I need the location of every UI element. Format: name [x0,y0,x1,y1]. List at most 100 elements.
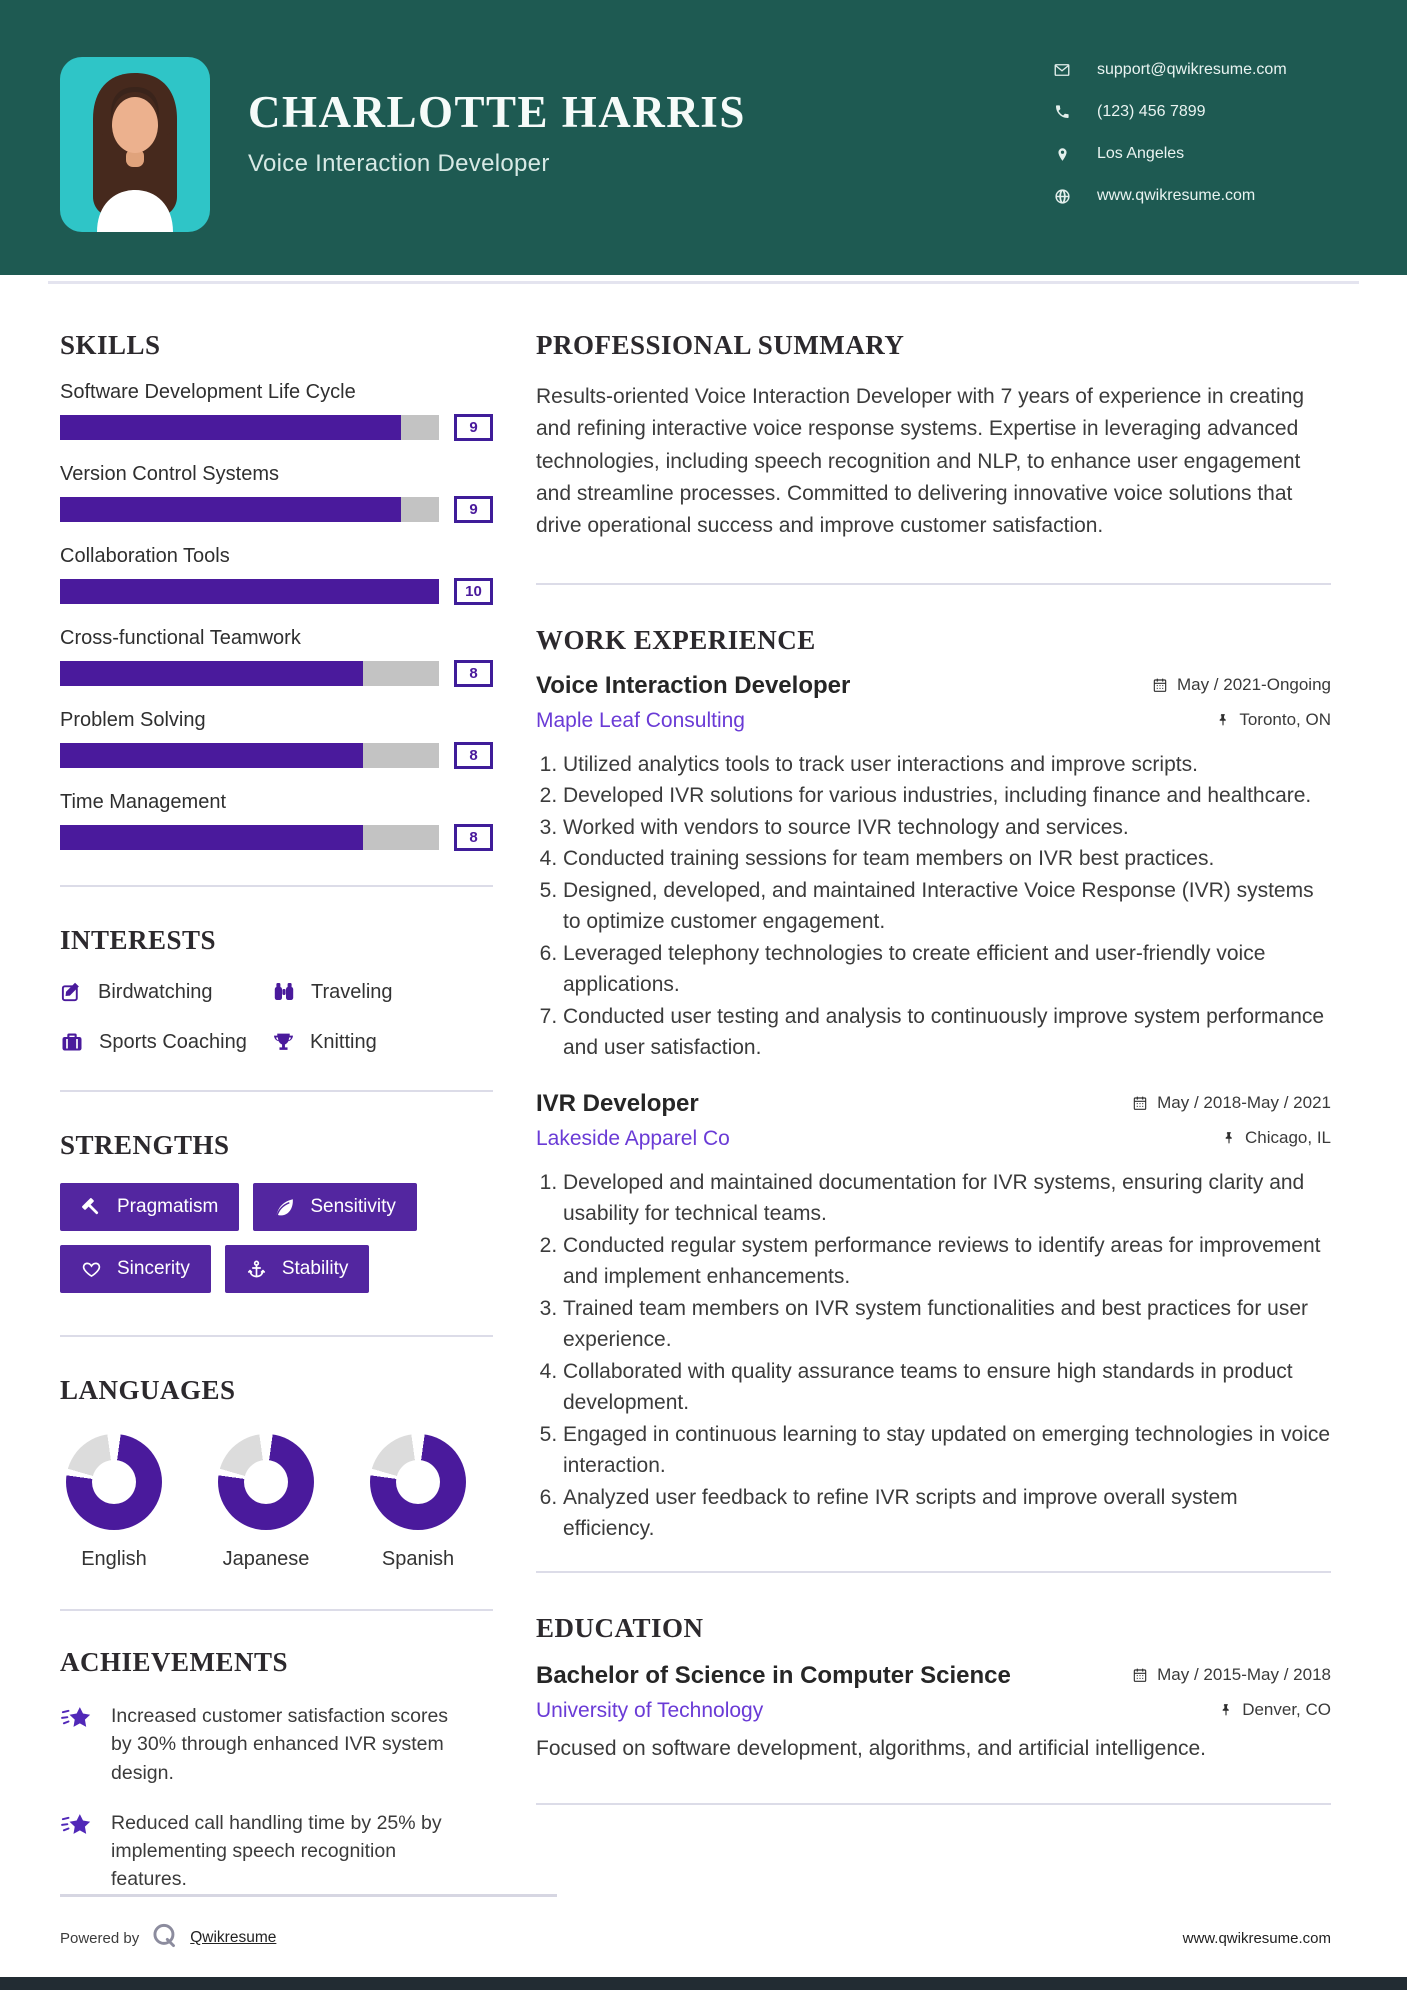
skill-bar-fill [60,661,364,686]
education-location: Denver, CO [1219,1700,1331,1720]
skills-heading: SKILLS [60,330,161,360]
school-link[interactable]: University of Technology [536,1698,764,1722]
profile-photo [60,57,210,232]
section-divider [536,1570,1331,1573]
job-bullet: Designed, developed, and maintained Inte… [563,875,1331,938]
skill-bar-fill [60,825,364,850]
strengths-section: STRENGTHS Pragmatism Sensitivity [60,1130,493,1337]
company-link[interactable]: Maple Leaf Consulting [536,708,745,732]
summary-text: Results-oriented Voice Interaction Devel… [536,385,1305,538]
right-column: PROFESSIONAL SUMMARY Results-oriented Vo… [536,284,1331,1916]
section-divider [536,1802,1331,1805]
globe-icon [1053,188,1071,205]
job-dates: May / 2021-Ongoing [1152,675,1331,695]
language-label: Japanese [222,1548,310,1570]
strength-label: Sincerity [117,1258,190,1279]
achievement-item: Reduced call handling time by 25% by imp… [60,1809,493,1894]
calendar-icon [1152,677,1168,693]
skill-label: Cross-functional Teamwork [60,627,301,649]
job-bullet: Collaborated with quality assurance team… [563,1356,1331,1419]
interest-item: Sports Coaching [60,1030,272,1054]
content-columns: SKILLS Software Development Life Cycle 9… [0,284,1407,1916]
job-location: Toronto, ON [1216,710,1331,730]
skill-bar-track [60,497,439,522]
skill-row: Time Management 8 [60,791,493,851]
skill-bar-track [60,415,439,440]
section-divider [60,885,493,887]
language-label: English [81,1548,147,1570]
strength-label: Pragmatism [117,1196,219,1217]
contact-website[interactable]: www.qwikresume.com [1053,184,1287,208]
interest-label: Traveling [311,980,393,1003]
language-item: Spanish [364,1434,472,1571]
interest-label: Knitting [310,1030,377,1053]
strength-chip: Pragmatism [60,1183,240,1231]
skill-bar-track [60,743,439,768]
interests-heading: INTERESTS [60,925,217,955]
achievements-section: ACHIEVEMENTS Increased customer satisfac… [60,1647,493,1894]
pushpin-icon [1222,1131,1236,1145]
interest-item: Birdwatching [60,980,272,1004]
left-column: SKILLS Software Development Life Cycle 9… [48,284,493,1916]
contact-list: support@qwikresume.com (123) 456 7899 Lo… [1053,58,1287,226]
education-heading: EDUCATION [536,1612,704,1643]
job-bullet-list: Developed and maintained documentation f… [536,1167,1331,1545]
summary-heading: PROFESSIONAL SUMMARY [536,330,905,360]
skill-row: Version Control Systems 9 [60,463,493,523]
skill-bar-track [60,579,439,604]
skill-rating-badge: 9 [454,414,493,441]
strength-label: Stability [281,1258,349,1279]
qwikresume-link[interactable]: Qwikresume [190,1929,277,1946]
strength-chip: Sincerity [60,1245,211,1293]
strengths-heading: STRENGTHS [60,1130,230,1160]
location-icon [1053,147,1071,162]
skill-rating-badge: 10 [454,578,493,605]
shooting-star-icon [60,1704,94,1787]
skill-label: Problem Solving [60,709,206,731]
job-entry: Voice Interaction Developer May / 2021-O… [536,672,1331,1064]
skill-row: Software Development Life Cycle 9 [60,381,493,441]
skill-row: Collaboration Tools 10 [60,545,493,605]
gavel-icon [81,1197,102,1218]
language-donut-chart [66,1434,162,1530]
experience-section: WORK EXPERIENCE Voice Interaction Develo… [536,625,1331,1573]
anchor-icon [246,1259,267,1280]
skill-rating-badge: 8 [454,660,493,687]
skill-rating-badge: 9 [454,496,493,523]
language-item: Japanese [212,1434,320,1571]
skill-bar-fill [60,415,402,440]
identity-block: CHARLOTTE HARRIS Voice Interaction Devel… [248,86,746,178]
pushpin-icon [1216,713,1230,727]
powered-by-label: Powered by [60,1929,140,1947]
contact-phone[interactable]: (123) 456 7899 [1053,100,1287,124]
interest-label: Sports Coaching [99,1030,247,1053]
degree-title: Bachelor of Science in Computer Science [536,1661,1011,1689]
contact-email[interactable]: support@qwikresume.com [1053,58,1287,82]
footer-branding: Powered by Qwikresume [60,1894,557,1954]
interest-label: Birdwatching [98,980,213,1003]
company-link[interactable]: Lakeside Apparel Co [536,1126,730,1150]
job-bullet: Conducted user testing and analysis to c… [563,1001,1331,1064]
experience-heading: WORK EXPERIENCE [536,624,816,655]
interest-item: Traveling [272,980,493,1004]
language-donut-chart [370,1434,466,1530]
achievement-text: Increased customer satisfaction scores b… [111,1705,449,1784]
job-bullet: Analyzed user feedback to refine IVR scr… [563,1482,1331,1545]
strength-chip: Stability [224,1245,370,1293]
strength-chip: Sensitivity [253,1183,417,1231]
person-avatar [93,73,177,232]
skill-bar-track [60,661,439,686]
leaf-icon [274,1197,295,1218]
calendar-icon [1132,1095,1148,1111]
briefcase-icon [60,1030,84,1054]
achievement-text: Reduced call handling time by 25% by imp… [111,1811,442,1891]
pushpin-icon [1219,1703,1233,1717]
job-bullet: Utilized analytics tools to track user i… [563,749,1331,781]
header: CHARLOTTE HARRIS Voice Interaction Devel… [0,0,1407,275]
skill-rating-badge: 8 [454,742,493,769]
skill-bar-fill [60,497,402,522]
job-bullet: Conducted training sessions for team mem… [563,843,1331,875]
footer-website-link[interactable]: www.qwikresume.com [1182,1929,1331,1947]
job-bullet: Worked with vendors to source IVR techno… [563,812,1331,844]
